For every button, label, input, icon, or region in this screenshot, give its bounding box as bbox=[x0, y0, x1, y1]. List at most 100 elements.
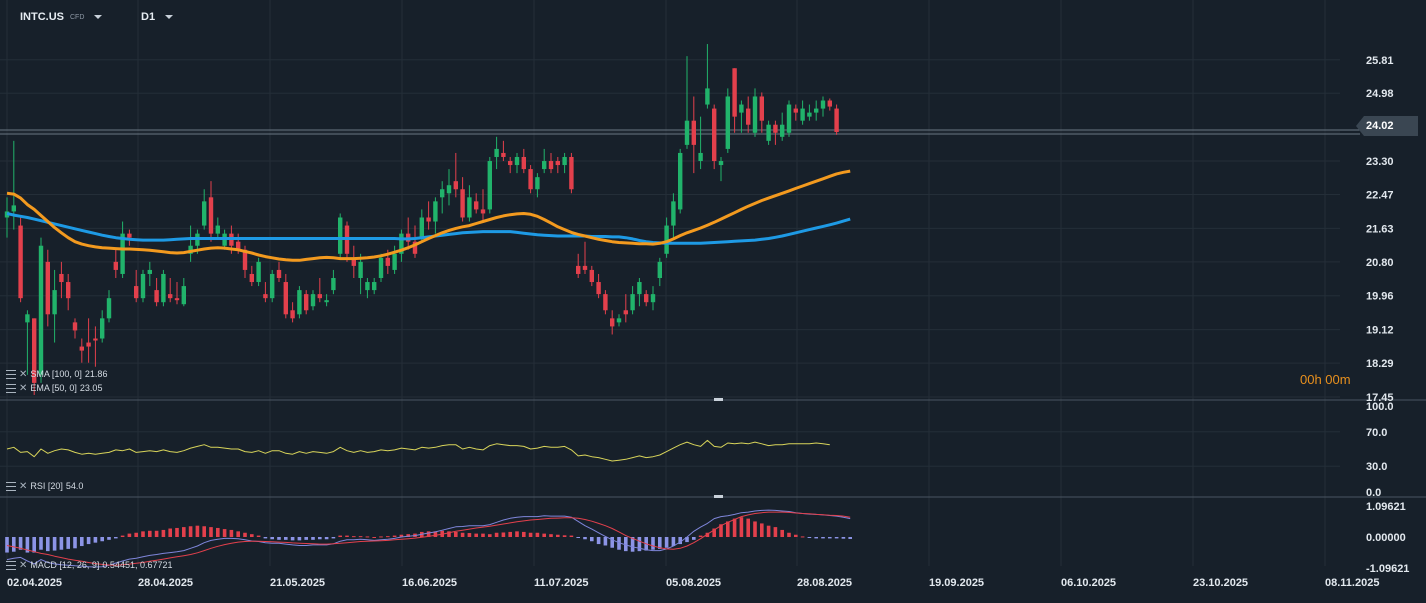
candle-body bbox=[446, 185, 452, 194]
close-icon[interactable]: ✕ bbox=[19, 480, 28, 492]
candle-body bbox=[678, 152, 683, 210]
candle-body bbox=[623, 310, 628, 315]
macd-histogram-bar bbox=[324, 537, 329, 540]
candle-body bbox=[161, 273, 166, 303]
y-tick-label: 22.47 bbox=[1366, 189, 1394, 201]
macd-histogram-bar bbox=[386, 536, 390, 538]
candle-body bbox=[705, 88, 710, 105]
y-tick-label: 17.45 bbox=[1366, 392, 1394, 404]
candle-body bbox=[154, 290, 159, 303]
macd-histogram-bar bbox=[698, 535, 703, 537]
macd-histogram-bar bbox=[120, 535, 125, 537]
settings-lines-icon[interactable] bbox=[6, 560, 16, 570]
macd-histogram-bar bbox=[732, 518, 737, 537]
macd-histogram-bar bbox=[841, 537, 846, 539]
candle-body bbox=[474, 201, 479, 210]
macd-histogram-bar bbox=[664, 537, 669, 548]
close-icon[interactable]: ✕ bbox=[19, 368, 28, 380]
candle-body bbox=[467, 197, 472, 218]
candle-body bbox=[283, 282, 288, 315]
macd-histogram-bar bbox=[250, 534, 254, 537]
macd-histogram-bar bbox=[168, 528, 172, 537]
candle-body bbox=[378, 257, 384, 278]
candle-body bbox=[487, 161, 492, 210]
candle-body bbox=[419, 217, 424, 238]
macd-histogram-bar bbox=[685, 537, 689, 543]
candle-body bbox=[236, 241, 241, 250]
macd-histogram-bar bbox=[624, 537, 628, 552]
ema-line bbox=[6, 169, 851, 262]
candle-body bbox=[480, 209, 486, 214]
x-tick-label: 08.11.2025 bbox=[1325, 577, 1379, 589]
macd-histogram-bar bbox=[780, 529, 784, 537]
macd-histogram-bar bbox=[726, 521, 730, 537]
macd-histogram-bar bbox=[474, 533, 478, 537]
macd-histogram-bar bbox=[705, 532, 710, 537]
macd-histogram-bar bbox=[32, 537, 36, 553]
macd-histogram-bar bbox=[188, 526, 193, 537]
timeframe-selector[interactable]: D1 bbox=[141, 11, 174, 23]
candle-body bbox=[385, 257, 390, 266]
candle-body bbox=[25, 314, 30, 323]
macd-histogram-bar bbox=[678, 537, 682, 545]
macd-histogram-bar bbox=[46, 537, 50, 552]
macd-histogram-bar bbox=[18, 537, 23, 550]
settings-lines-icon[interactable] bbox=[6, 481, 16, 491]
settings-lines-icon[interactable] bbox=[6, 369, 16, 379]
rsi-legend-value: 54.0 bbox=[65, 481, 84, 491]
candle-body bbox=[276, 269, 282, 278]
candle-body bbox=[827, 100, 832, 107]
macd-histogram-bar bbox=[658, 537, 662, 549]
macd-tick-label: 0.00000 bbox=[1366, 532, 1406, 544]
macd-histogram-bar bbox=[216, 527, 220, 537]
candle-body bbox=[304, 294, 309, 311]
candle-body bbox=[630, 294, 635, 311]
chevron-down-icon bbox=[94, 15, 103, 19]
candle-body bbox=[399, 233, 404, 254]
macd-legend-label: MACD [12, 26, 9] bbox=[30, 560, 100, 570]
macd-legend-value: 0.54451, 0.67721 bbox=[102, 560, 173, 570]
macd-histogram-bar bbox=[352, 536, 356, 538]
macd-histogram-bar bbox=[406, 534, 410, 537]
candle-body bbox=[508, 161, 513, 166]
settings-lines-icon[interactable] bbox=[6, 383, 16, 393]
macd-histogram-bar bbox=[392, 535, 397, 537]
candle-body bbox=[392, 253, 397, 270]
macd-histogram-bar bbox=[794, 534, 798, 537]
macd-histogram-bar bbox=[603, 537, 608, 546]
timeframe-label: D1 bbox=[141, 11, 156, 23]
macd-histogram-bar bbox=[141, 531, 145, 537]
candle-body bbox=[372, 282, 377, 291]
candle-body bbox=[270, 273, 275, 299]
close-icon[interactable]: ✕ bbox=[19, 559, 28, 571]
candle-body bbox=[650, 294, 656, 303]
candle-body bbox=[576, 265, 581, 274]
candle-body bbox=[548, 161, 554, 170]
candle-body bbox=[106, 298, 112, 319]
current-price-tag: 24.02 bbox=[1356, 116, 1418, 136]
macd-histogram-bar bbox=[66, 537, 70, 549]
macd-histogram-bar bbox=[236, 531, 240, 537]
candle-body bbox=[739, 104, 744, 113]
macd-histogram-bar bbox=[528, 532, 533, 537]
symbol-selector[interactable]: INTC.US CFD bbox=[20, 11, 103, 23]
rsi-tick-label: 0.0 bbox=[1366, 487, 1381, 499]
candle-body bbox=[542, 161, 547, 170]
macd-histogram-bar bbox=[209, 527, 213, 537]
macd-histogram-bar bbox=[671, 537, 676, 547]
candle-body bbox=[453, 181, 458, 190]
macd-histogram-bar bbox=[753, 521, 757, 537]
candle-body bbox=[637, 282, 642, 295]
x-tick-label: 28.04.2025 bbox=[138, 577, 193, 589]
candle-body bbox=[310, 294, 316, 307]
close-icon[interactable]: ✕ bbox=[19, 382, 28, 394]
macd-histogram-bar bbox=[331, 537, 336, 539]
candle-body bbox=[113, 261, 118, 270]
macd-histogram-bar bbox=[59, 537, 64, 550]
symbol-label: INTC.US bbox=[20, 11, 64, 23]
candle-body bbox=[433, 201, 438, 222]
macd-histogram-bar bbox=[290, 537, 295, 541]
macd-histogram-bar bbox=[80, 537, 84, 547]
